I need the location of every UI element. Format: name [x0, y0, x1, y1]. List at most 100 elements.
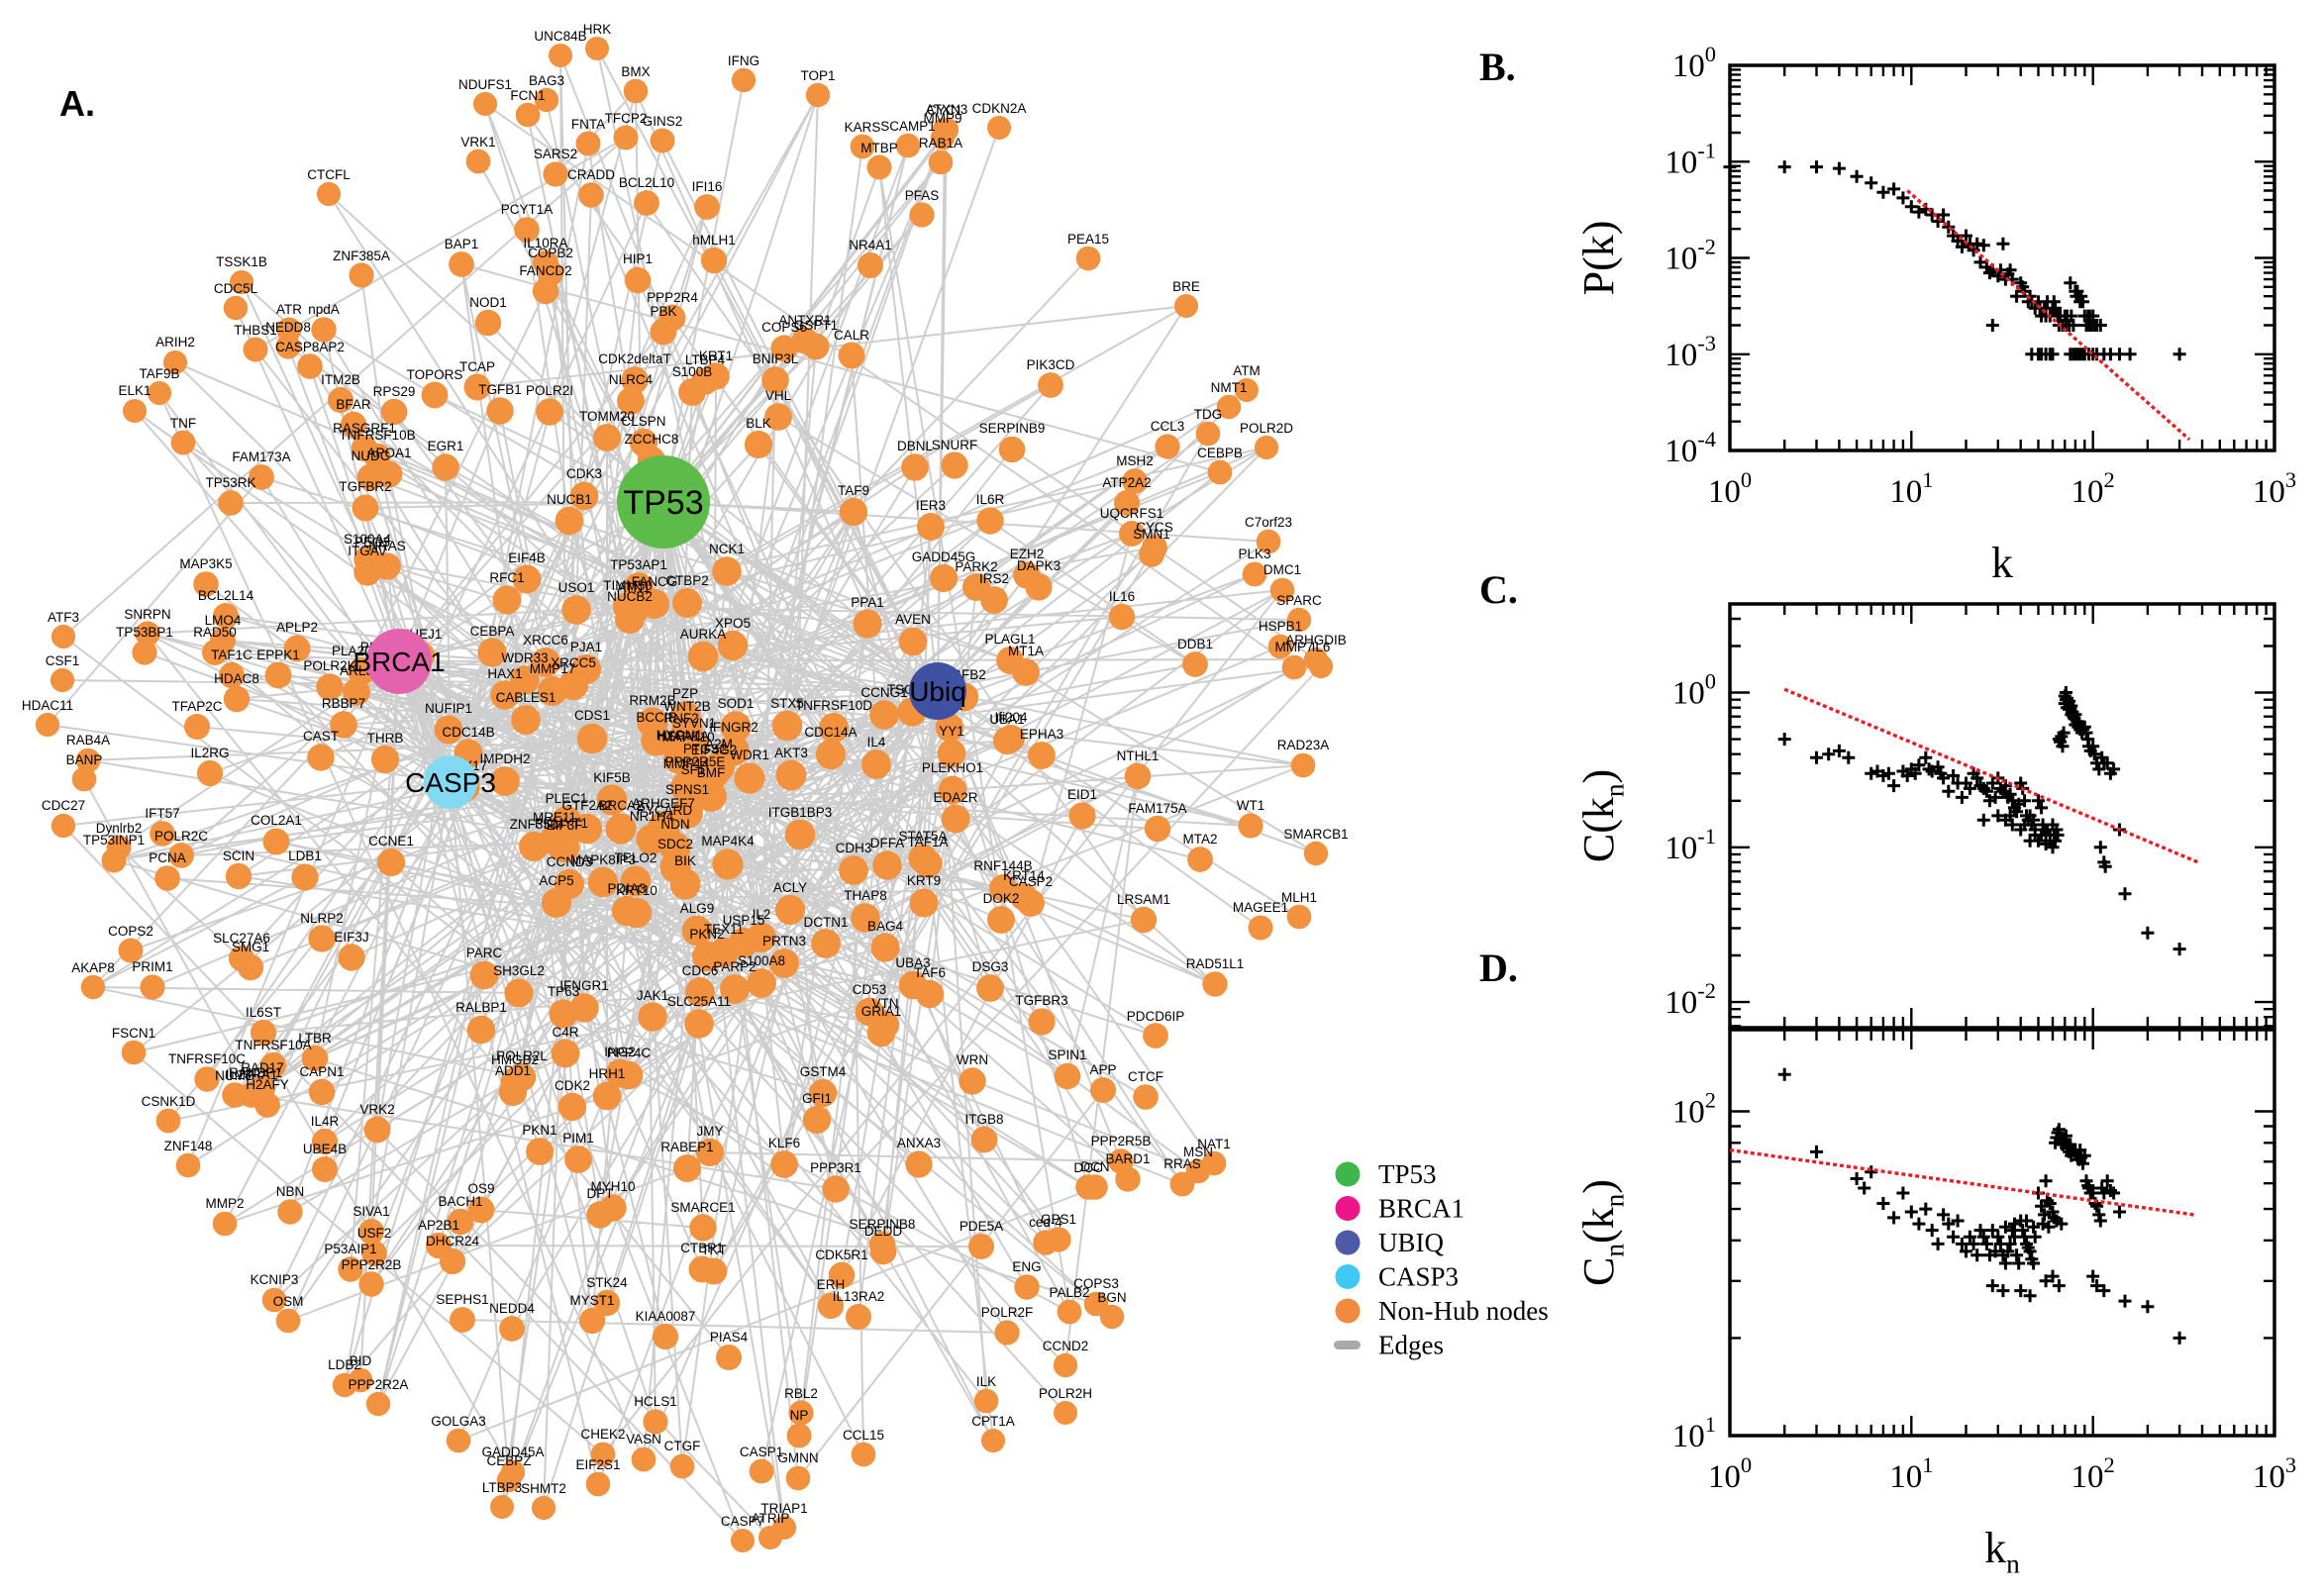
- network-node: [905, 1150, 933, 1178]
- network-node-label: BAG4: [867, 919, 904, 934]
- network-node: [770, 1150, 798, 1178]
- network-node: [499, 1316, 525, 1342]
- network-node: [338, 1256, 363, 1282]
- network-node-label: CCNE1: [368, 834, 414, 848]
- network-node: [1119, 521, 1145, 547]
- network-node-label: NLRC4: [609, 372, 654, 387]
- network-node: [343, 678, 370, 706]
- network-node: [1182, 651, 1208, 677]
- network-node-label: AKAP8: [71, 960, 115, 975]
- network-node: [987, 906, 1015, 934]
- network-node-label: TKT: [701, 1243, 727, 1257]
- network-node: [1054, 1401, 1077, 1425]
- network-node-label: TCAP: [459, 359, 495, 374]
- network-node: [1242, 561, 1267, 587]
- network-node: [578, 1307, 606, 1335]
- network-node-label: CAST: [303, 729, 339, 744]
- network-node: [551, 1039, 580, 1068]
- network-node-label: ANXA3: [897, 1136, 941, 1150]
- network-node-label: AKT3: [774, 746, 808, 760]
- network-node: [1028, 1008, 1056, 1036]
- network-node-label: AURKA: [680, 627, 727, 642]
- network-node: [316, 181, 342, 207]
- network-node: [771, 710, 803, 742]
- network-node-label: S100A4: [344, 532, 392, 547]
- network-node: [307, 744, 335, 771]
- network-node-label: TEX11: [704, 922, 744, 937]
- network-node: [490, 766, 520, 796]
- network-node: [1254, 435, 1279, 460]
- network-node: [621, 897, 653, 929]
- network-node: [447, 1208, 474, 1236]
- legend-label: Non-Hub nodes: [1378, 1296, 1549, 1326]
- network-node: [648, 811, 679, 843]
- network-node-label: JMY: [697, 1124, 724, 1139]
- network-node: [498, 1077, 528, 1107]
- network-node: [365, 1391, 391, 1417]
- network-node-label: LRSAM1: [1117, 892, 1170, 907]
- network-node-label: WDR33: [501, 650, 548, 665]
- network-node: [811, 929, 841, 958]
- network-node: [1108, 1148, 1134, 1174]
- network-node: [652, 1323, 679, 1350]
- network-node-label: CLSPN: [621, 414, 665, 429]
- network-node-label: COPS3: [1073, 1276, 1119, 1291]
- network-node: [592, 1081, 622, 1111]
- network-node-label: PCNA: [149, 850, 186, 865]
- legend-item: Edges: [1334, 1331, 1444, 1360]
- network-node: [901, 453, 929, 481]
- network-node: [785, 1465, 811, 1491]
- network-node: [691, 941, 723, 972]
- network-node-label: TP53AP1: [610, 557, 667, 572]
- network-node-label: BLK: [746, 416, 771, 431]
- network-node: [250, 1019, 277, 1047]
- network-node: [277, 1199, 303, 1225]
- network-node: [970, 1126, 998, 1153]
- network-node: [162, 349, 188, 375]
- network-node: [490, 1495, 514, 1519]
- network-node: [543, 161, 568, 187]
- network-node-label: CTCF: [1128, 1069, 1163, 1084]
- network-node: [311, 1128, 339, 1155]
- network-node-label: COPB2: [528, 246, 573, 260]
- network-node-label: IER3: [916, 498, 946, 513]
- network-node: [930, 125, 956, 150]
- network-node-label: NP: [790, 1408, 809, 1423]
- network-node: [358, 549, 386, 577]
- network-node-label: SMN1: [1133, 527, 1170, 542]
- network-node-label: IFNGR2: [709, 720, 758, 735]
- legend-item: TP53: [1335, 1159, 1437, 1189]
- network-node: [769, 948, 799, 978]
- network-node-label: SARS2: [534, 147, 577, 161]
- network-node: [839, 855, 868, 885]
- network-node-label: PLK3: [1238, 547, 1270, 561]
- network-node: [850, 134, 875, 159]
- network-node-label: GMNN: [777, 1450, 818, 1465]
- axis-tick-label: 101: [1672, 1412, 1716, 1454]
- network-node-label: SH3GL2: [493, 963, 545, 978]
- network-node-label: FAM175A: [1128, 801, 1186, 816]
- panel-label-a: A.: [59, 83, 95, 124]
- network-node: [184, 714, 210, 740]
- network-node: [510, 665, 540, 695]
- hub-node-casp3: [424, 755, 477, 809]
- network-node-label: GINS2: [643, 114, 683, 129]
- network-node-label: UBA1: [989, 712, 1024, 727]
- network-node-label: IFNG: [728, 53, 759, 68]
- network-node-label: ATN1: [617, 580, 651, 595]
- network-node: [466, 1015, 496, 1045]
- network-node-label: ATXN3: [926, 102, 968, 117]
- network-node-label: CDC14B: [442, 725, 494, 740]
- network-node-label: KARS: [845, 120, 881, 135]
- network-node-label: CDS1: [574, 708, 610, 723]
- network-node-label: HRK: [583, 22, 612, 37]
- network-node-label: RRM2B: [629, 693, 675, 708]
- axis-tick-label: 103: [2253, 1452, 2296, 1495]
- network-node: [638, 1002, 667, 1032]
- network-node: [980, 586, 1008, 614]
- network-node: [1075, 246, 1101, 271]
- network-node-label: HAX1: [487, 666, 522, 681]
- network-node-label: BRCA2: [598, 798, 643, 813]
- network-node-label: NDUFS1: [458, 77, 512, 92]
- network-node-label: UNC84B: [534, 29, 586, 44]
